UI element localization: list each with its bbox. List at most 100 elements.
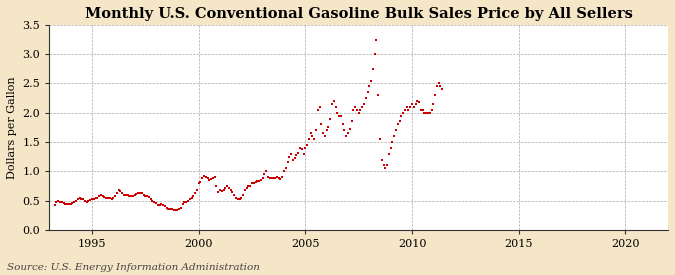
Point: [157, 203, 168, 207]
Point: [55, 199, 65, 204]
Point: [300, 146, 310, 150]
Point: [178, 202, 188, 206]
Point: [261, 169, 271, 174]
Point: [425, 111, 435, 115]
Point: [197, 176, 208, 180]
Point: [373, 93, 383, 97]
Point: [430, 93, 441, 97]
Point: [330, 105, 341, 109]
Point: [343, 131, 354, 135]
Point: [421, 111, 432, 115]
Point: [229, 192, 240, 197]
Point: [76, 197, 86, 201]
Point: [173, 207, 184, 211]
Point: [131, 192, 142, 196]
Point: [426, 108, 437, 112]
Point: [211, 184, 222, 188]
Point: [122, 192, 133, 197]
Point: [81, 199, 92, 204]
Point: [156, 202, 167, 206]
Point: [165, 207, 176, 211]
Point: [398, 111, 408, 115]
Point: [140, 194, 151, 198]
Point: [339, 128, 350, 133]
Point: [269, 175, 280, 180]
Point: [53, 198, 63, 203]
Point: [241, 185, 252, 190]
Point: [113, 188, 124, 192]
Point: [364, 84, 375, 89]
Point: [184, 197, 195, 202]
Point: [288, 157, 298, 162]
Point: [257, 176, 268, 180]
Point: [61, 202, 72, 206]
Point: [124, 194, 135, 198]
Point: [170, 208, 181, 213]
Point: [368, 67, 379, 71]
Point: [348, 108, 358, 112]
Point: [138, 192, 149, 197]
Point: [58, 201, 69, 205]
Point: [190, 191, 200, 196]
Point: [286, 152, 296, 156]
Point: [279, 169, 290, 174]
Point: [234, 197, 245, 202]
Point: [63, 202, 74, 206]
Point: [414, 100, 425, 104]
Point: [435, 84, 446, 89]
Point: [346, 119, 357, 124]
Point: [60, 202, 71, 206]
Point: [231, 195, 242, 200]
Point: [358, 102, 369, 106]
Point: [408, 105, 419, 109]
Y-axis label: Dollars per Gallon: Dollars per Gallon: [7, 76, 17, 179]
Point: [215, 188, 225, 192]
Point: [419, 111, 430, 115]
Point: [315, 105, 325, 109]
Point: [350, 105, 360, 109]
Point: [134, 191, 145, 196]
Point: [250, 180, 261, 184]
Point: [307, 134, 318, 138]
Point: [369, 52, 380, 56]
Point: [65, 202, 76, 206]
Point: [256, 178, 267, 182]
Point: [410, 102, 421, 106]
Point: [437, 87, 448, 92]
Point: [400, 108, 410, 112]
Point: [111, 191, 122, 196]
Point: [321, 128, 332, 133]
Point: [392, 122, 403, 127]
Point: [328, 99, 339, 103]
Point: [238, 192, 248, 197]
Point: [109, 194, 120, 198]
Point: [296, 147, 307, 151]
Point: [309, 137, 320, 141]
Point: [97, 194, 108, 199]
Point: [254, 179, 265, 183]
Point: [67, 201, 78, 206]
Point: [405, 105, 416, 109]
Point: [86, 197, 97, 202]
Point: [218, 188, 229, 192]
Point: [378, 163, 389, 167]
Point: [316, 122, 327, 127]
Point: [433, 81, 444, 86]
Point: [271, 175, 282, 179]
Point: [94, 194, 105, 199]
Point: [88, 197, 99, 202]
Point: [129, 192, 140, 197]
Point: [389, 134, 400, 138]
Point: [161, 205, 172, 210]
Point: [431, 84, 442, 89]
Point: [385, 146, 396, 150]
Point: [284, 154, 295, 159]
Point: [252, 179, 263, 183]
Point: [401, 105, 412, 109]
Point: [293, 150, 304, 155]
Point: [179, 200, 190, 205]
Point: [193, 181, 204, 185]
Point: [338, 122, 348, 127]
Point: [357, 105, 368, 109]
Point: [236, 195, 246, 200]
